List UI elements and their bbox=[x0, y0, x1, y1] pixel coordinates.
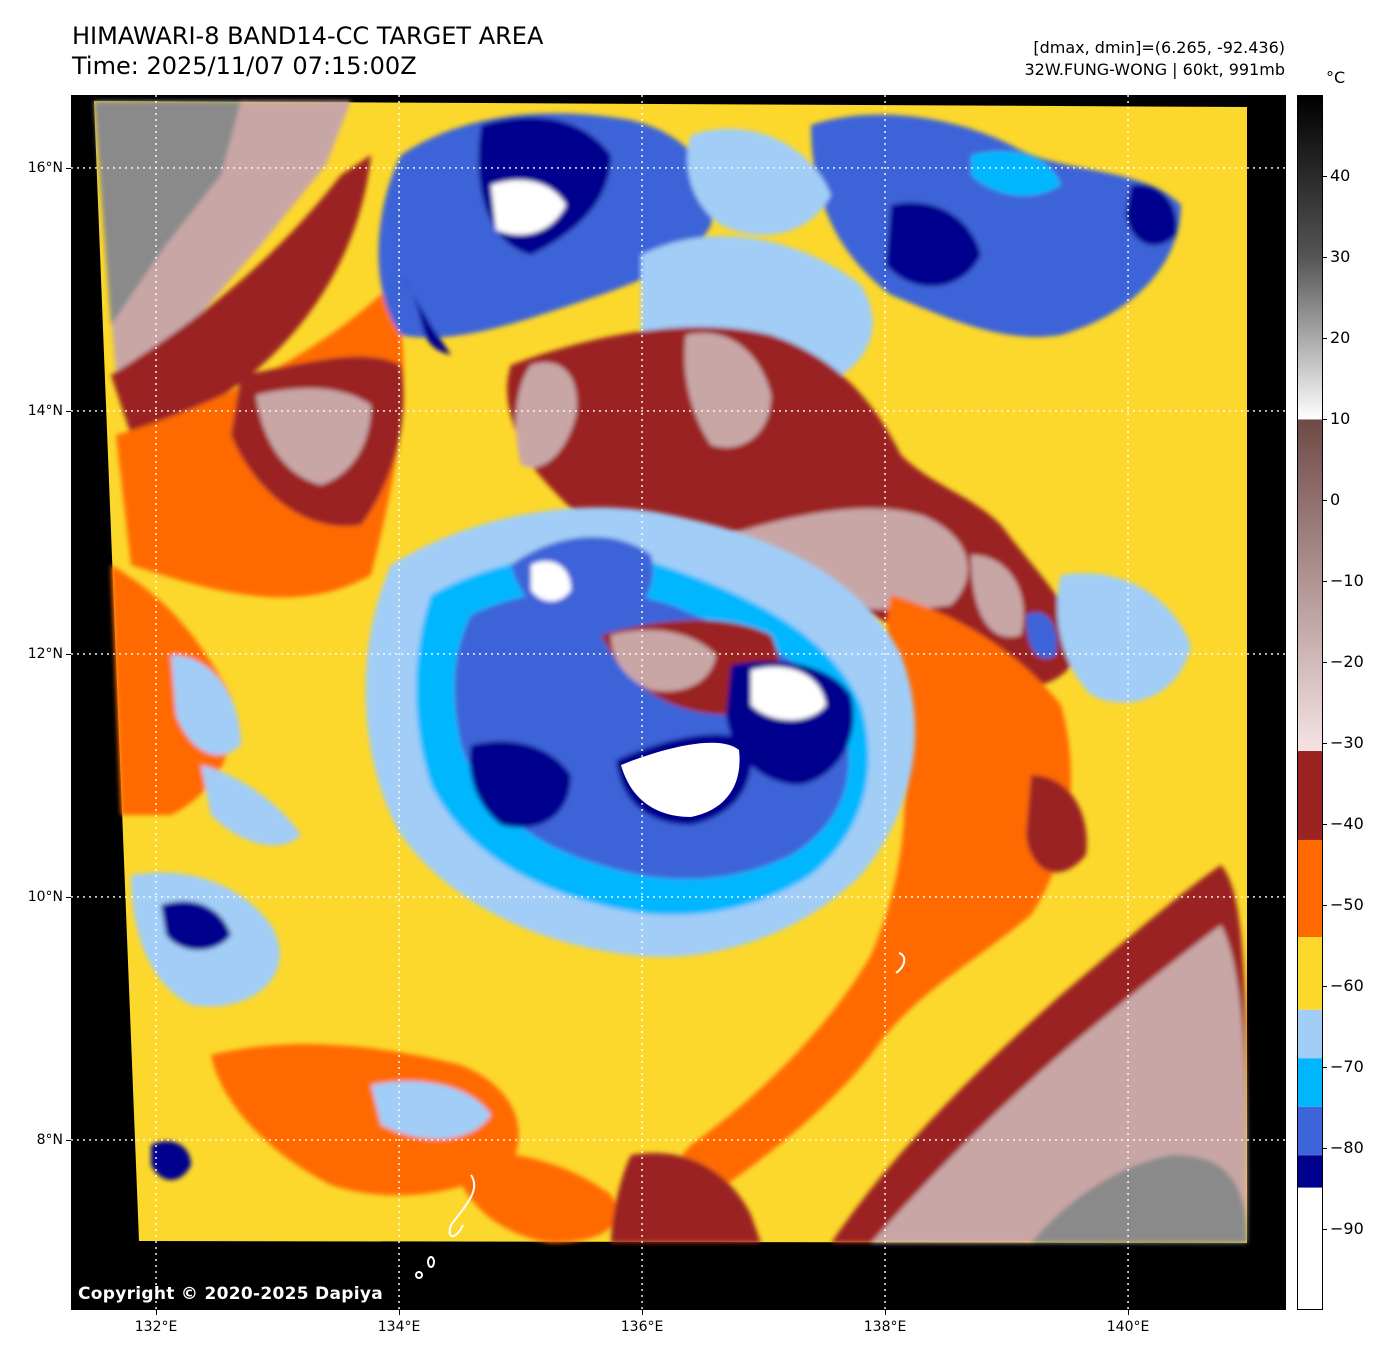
longitude-label: 134°E bbox=[377, 1319, 421, 1335]
colorbar-tick bbox=[1323, 1148, 1327, 1149]
colorbar-unit: °C bbox=[1326, 68, 1346, 87]
colorbar-tick bbox=[1323, 905, 1327, 906]
longitude-label: 136°E bbox=[620, 1319, 664, 1335]
colorbar-tick bbox=[1323, 338, 1327, 339]
eyewall-cold-cloud-tops bbox=[621, 742, 740, 817]
longitude-tick bbox=[156, 1310, 158, 1315]
colorbar-tick-label: −60 bbox=[1330, 976, 1364, 995]
colorbar-tick bbox=[1323, 662, 1327, 663]
cloud-top-temperature-field bbox=[94, 101, 1247, 1279]
colorbar-tick bbox=[1323, 257, 1327, 258]
colorbar-tick-label: 0 bbox=[1330, 490, 1341, 509]
colorbar-tick-label: −30 bbox=[1330, 733, 1364, 752]
latitude-tick bbox=[66, 410, 71, 412]
colorbar-segment bbox=[1298, 96, 1322, 420]
storm-info-text: 32W.FUNG-WONG | 60kt, 991mb bbox=[1024, 60, 1285, 79]
colorbar-segment bbox=[1298, 1187, 1322, 1309]
colorbar-tick bbox=[1323, 986, 1327, 987]
satellite-map bbox=[71, 95, 1286, 1310]
colorbar-segment bbox=[1298, 751, 1322, 840]
colorbar-tick bbox=[1323, 419, 1327, 420]
colorbar-tick-label: −40 bbox=[1330, 814, 1364, 833]
latitude-label: 16°N bbox=[27, 159, 63, 176]
latitude-tick bbox=[66, 653, 71, 655]
colorbar-tick-label: −50 bbox=[1330, 895, 1364, 914]
colorbar-tick bbox=[1323, 176, 1327, 177]
colorbar-tick bbox=[1323, 743, 1327, 744]
latitude-tick bbox=[66, 167, 71, 169]
longitude-tick bbox=[885, 1310, 887, 1315]
colorbar-segment bbox=[1298, 1009, 1322, 1059]
longitude-tick bbox=[1128, 1310, 1130, 1315]
latitude-tick bbox=[66, 1139, 71, 1141]
satellite-imagery bbox=[71, 95, 1286, 1310]
colorbar-tick-label: −10 bbox=[1330, 571, 1364, 590]
colorbar-segment bbox=[1298, 937, 1322, 1010]
colorbar-tick bbox=[1323, 1229, 1327, 1230]
data-range-text: [dmax, dmin]=(6.265, -92.436) bbox=[1033, 38, 1285, 57]
longitude-tick bbox=[642, 1310, 644, 1315]
colorbar-tick-label: −90 bbox=[1330, 1219, 1364, 1238]
latitude-label: 10°N bbox=[27, 888, 63, 905]
colorbar-tick-label: 20 bbox=[1330, 328, 1351, 347]
colorbar-segment bbox=[1298, 1106, 1322, 1156]
copyright-text: Copyright © 2020-2025 Dapiya bbox=[78, 1284, 383, 1304]
graticule bbox=[71, 95, 1286, 1310]
colorbar-tick-label: 10 bbox=[1330, 409, 1351, 428]
latitude-label: 12°N bbox=[27, 645, 63, 662]
colorbar-segment bbox=[1298, 419, 1322, 752]
chart-time: Time: 2025/11/07 07:15:00Z bbox=[72, 52, 417, 80]
colorbar-tick bbox=[1323, 824, 1327, 825]
longitude-tick bbox=[399, 1310, 401, 1315]
colorbar-tick bbox=[1323, 500, 1327, 501]
latitude-label: 14°N bbox=[27, 402, 63, 419]
chart-title: HIMAWARI-8 BAND14-CC TARGET AREA bbox=[72, 22, 544, 50]
colorbar-tick bbox=[1323, 1067, 1327, 1068]
colorbar-segment bbox=[1298, 1155, 1322, 1188]
colorbar-tick-label: −80 bbox=[1330, 1138, 1364, 1157]
latitude-label: 8°N bbox=[36, 1131, 63, 1148]
colorbar-segments bbox=[1298, 96, 1322, 1309]
longitude-label: 132°E bbox=[134, 1319, 178, 1335]
colorbar-segment bbox=[1298, 1058, 1322, 1107]
colorbar bbox=[1297, 95, 1323, 1310]
colorbar-segment bbox=[1298, 839, 1322, 938]
colorbar-tick-label: −70 bbox=[1330, 1057, 1364, 1076]
colorbar-tick bbox=[1323, 581, 1327, 582]
longitude-label: 138°E bbox=[863, 1319, 907, 1335]
longitude-label: 140°E bbox=[1106, 1319, 1150, 1335]
colorbar-tick-label: 30 bbox=[1330, 247, 1351, 266]
latitude-tick bbox=[66, 896, 71, 898]
colorbar-tick-label: −20 bbox=[1330, 652, 1364, 671]
colorbar-tick-label: 40 bbox=[1330, 166, 1351, 185]
